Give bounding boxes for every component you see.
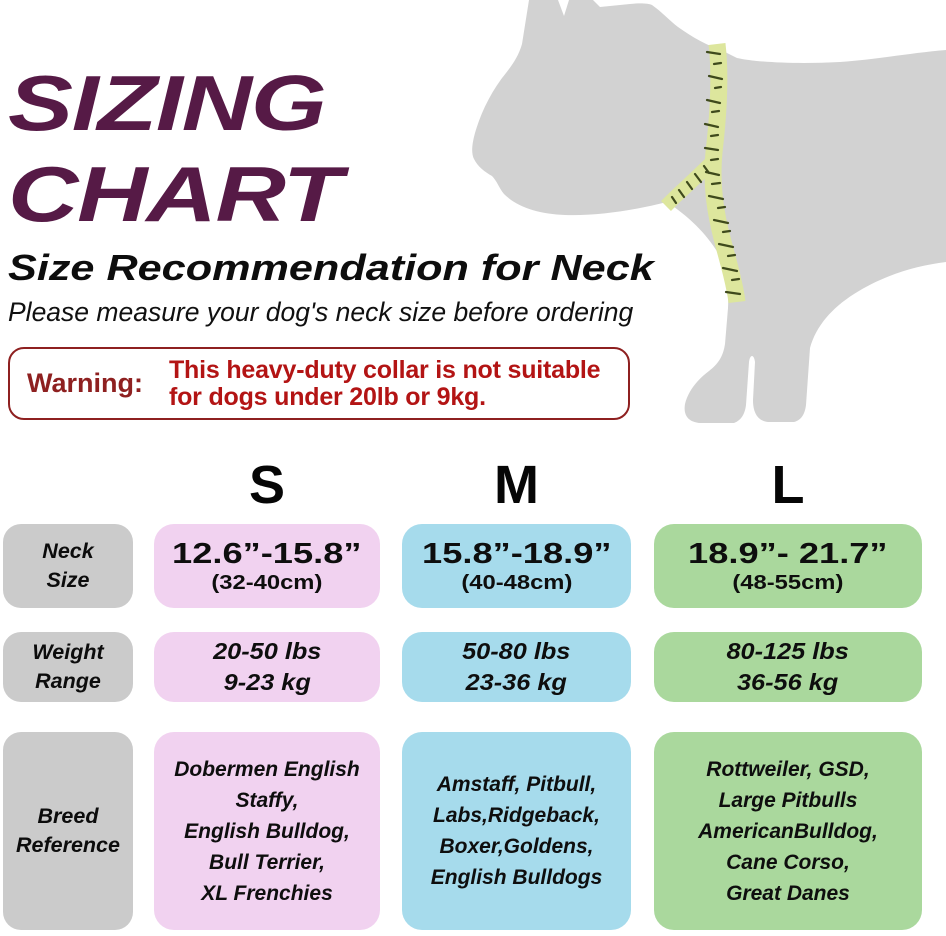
neck-size-inches: 18.9”- 21.7” xyxy=(688,537,888,570)
row-label-text: Weight Range xyxy=(32,640,104,693)
breed-list: Amstaff, Pitbull, Labs,Ridgeback, Boxer,… xyxy=(430,773,603,889)
row-label-text: Breed Reference xyxy=(16,804,120,857)
weight-range-text: 20-50 lbs 9-23 kg xyxy=(212,638,322,695)
measure-note: Please measure your dog's neck size befo… xyxy=(8,297,634,327)
row-label-weight-range: Weight Range xyxy=(3,632,133,702)
cell-neck-size-l: 18.9”- 21.7” (48-55cm) xyxy=(654,524,922,608)
cell-weight-range-m: 50-80 lbs 23-36 kg xyxy=(402,632,631,702)
measuring-tape xyxy=(661,43,746,304)
neck-size-cm: (32-40cm) xyxy=(211,570,323,594)
breed-list: Rottweiler, GSD, Large Pitbulls American… xyxy=(698,757,878,905)
neck-size-cm: (48-55cm) xyxy=(732,570,844,594)
cell-weight-range-l: 80-125 lbs 36-56 kg xyxy=(654,632,922,702)
row-label-breed-reference: Breed Reference xyxy=(3,732,133,930)
tape-tick-marks xyxy=(670,50,742,296)
column-header-s: S xyxy=(248,455,286,515)
dog-silhouette-illustration xyxy=(472,0,946,423)
page-title: SIZING CHART xyxy=(8,59,342,238)
warning-label: Warning: xyxy=(27,368,143,398)
breed-list: Dobermen English Staffy, English Bulldog… xyxy=(174,757,360,905)
subtitle: Size Recommendation for Neck xyxy=(8,247,654,288)
column-header-l: L xyxy=(771,455,805,515)
warning-text: This heavy-duty collar is not suitable f… xyxy=(168,355,601,411)
row-label-neck-size: Neck Size xyxy=(3,524,133,608)
neck-size-inches: 15.8”-18.9” xyxy=(421,537,612,570)
cell-breed-reference-s: Dobermen English Staffy, English Bulldog… xyxy=(154,732,380,930)
cell-neck-size-m: 15.8”-18.9” (40-48cm) xyxy=(402,524,631,608)
weight-range-text: 80-125 lbs 36-56 kg xyxy=(726,638,850,695)
cell-neck-size-s: 12.6”-15.8” (32-40cm) xyxy=(154,524,380,608)
cell-breed-reference-l: Rottweiler, GSD, Large Pitbulls American… xyxy=(654,732,922,930)
weight-range-text: 50-80 lbs 23-36 kg xyxy=(462,638,571,695)
row-label-text: Neck Size xyxy=(42,539,94,592)
cell-breed-reference-m: Amstaff, Pitbull, Labs,Ridgeback, Boxer,… xyxy=(402,732,631,930)
column-header-m: M xyxy=(494,455,539,515)
warning-box: Warning: This heavy-duty collar is not s… xyxy=(8,347,630,420)
neck-size-cm: (40-48cm) xyxy=(460,570,573,594)
cell-weight-range-s: 20-50 lbs 9-23 kg xyxy=(154,632,380,702)
neck-size-inches: 12.6”-15.8” xyxy=(172,537,362,570)
